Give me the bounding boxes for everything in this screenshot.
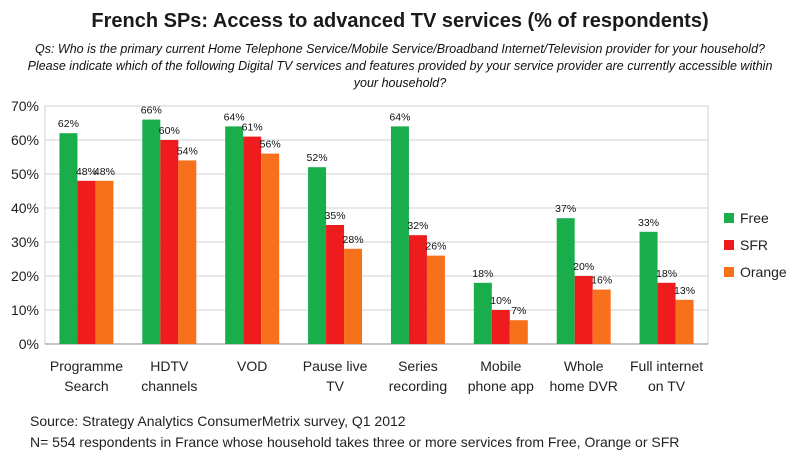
bar-free bbox=[142, 119, 161, 344]
bar-value-label: 7% bbox=[511, 305, 526, 317]
bar-value-label: 35% bbox=[325, 210, 346, 222]
bar-sfr bbox=[574, 276, 593, 344]
chart-title: French SPs: Access to advanced TV servic… bbox=[91, 10, 709, 32]
bar-free bbox=[308, 167, 327, 344]
bar-value-label: 28% bbox=[343, 234, 364, 246]
y-tick-label: 70% bbox=[11, 98, 39, 114]
bar-orange bbox=[95, 180, 114, 344]
legend-swatch-orange bbox=[724, 267, 734, 277]
bar-sfr bbox=[77, 180, 96, 344]
bar-sfr bbox=[326, 225, 345, 344]
bar-sfr bbox=[491, 310, 510, 344]
x-category-label: Whole bbox=[564, 358, 604, 374]
bar-value-label: 64% bbox=[224, 111, 245, 123]
question-line-1: Qs: Who is the primary current Home Tele… bbox=[34, 42, 765, 56]
bar-value-label: 33% bbox=[638, 217, 659, 229]
y-tick-label: 30% bbox=[11, 234, 39, 250]
bar-orange bbox=[509, 320, 528, 344]
bar-sfr bbox=[657, 282, 676, 344]
x-category-label: recording bbox=[389, 378, 447, 394]
y-tick-label: 40% bbox=[11, 200, 39, 216]
x-category-label: TV bbox=[326, 378, 345, 394]
bar-free bbox=[390, 126, 409, 345]
bar-free bbox=[639, 231, 658, 344]
x-category-label: HDTV bbox=[150, 358, 189, 374]
y-tick-label: 50% bbox=[11, 166, 39, 182]
bar-value-label: 26% bbox=[425, 241, 446, 253]
legend-label-sfr: SFR bbox=[740, 237, 768, 253]
x-category-label: home DVR bbox=[549, 378, 617, 394]
bar-value-label: 18% bbox=[472, 268, 493, 280]
bar-value-label: 10% bbox=[490, 295, 511, 307]
survey-question: Qs: Who is the primary current Home Tele… bbox=[10, 41, 790, 92]
bar-orange bbox=[344, 248, 363, 344]
sample-note: N= 554 respondents in France whose house… bbox=[30, 434, 680, 450]
bar-free bbox=[59, 133, 78, 344]
bar-free bbox=[225, 126, 244, 345]
y-tick-label: 0% bbox=[19, 336, 39, 352]
y-tick-label: 60% bbox=[11, 132, 39, 148]
x-category-label: Pause live bbox=[303, 358, 368, 374]
legend-swatch-sfr bbox=[724, 240, 734, 250]
x-category-label: channels bbox=[141, 378, 197, 394]
bar-sfr bbox=[160, 140, 179, 344]
legend-swatch-free bbox=[724, 213, 734, 223]
bar-value-label: 20% bbox=[573, 261, 594, 273]
y-tick-label: 20% bbox=[11, 268, 39, 284]
bar-orange bbox=[178, 160, 197, 344]
bar-sfr bbox=[243, 136, 262, 344]
bar-value-label: 66% bbox=[141, 105, 162, 117]
x-category-label: Series bbox=[398, 358, 438, 374]
x-category-label: phone app bbox=[468, 378, 534, 394]
bar-orange bbox=[426, 255, 445, 344]
bar-value-label: 60% bbox=[159, 125, 180, 137]
bar-value-label: 48% bbox=[94, 166, 115, 178]
source-note: Source: Strategy Analytics ConsumerMetri… bbox=[30, 413, 406, 429]
x-category-label: Full internet bbox=[630, 358, 703, 374]
bar-value-label: 48% bbox=[76, 166, 97, 178]
bar-value-label: 54% bbox=[177, 145, 198, 157]
bar-value-label: 61% bbox=[242, 122, 263, 134]
bar-value-label: 13% bbox=[674, 285, 695, 297]
x-category-label: on TV bbox=[648, 378, 686, 394]
bar-value-label: 64% bbox=[389, 111, 410, 123]
footer-notes: Source: Strategy Analytics ConsumerMetri… bbox=[30, 411, 679, 453]
bar-value-label: 56% bbox=[260, 139, 281, 151]
bar-value-label: 32% bbox=[407, 220, 428, 232]
bar-orange bbox=[261, 153, 280, 344]
legend-label-free: Free bbox=[740, 210, 769, 226]
bar-value-label: 52% bbox=[307, 152, 328, 164]
x-category-label: Search bbox=[64, 378, 108, 394]
question-line-2: Please indicate which of the following D… bbox=[27, 59, 773, 73]
bar-free bbox=[556, 218, 575, 344]
bar-sfr bbox=[408, 235, 427, 344]
bar-value-label: 16% bbox=[591, 275, 612, 287]
y-tick-label: 10% bbox=[11, 302, 39, 318]
x-category-label: Mobile bbox=[480, 358, 521, 374]
bar-value-label: 37% bbox=[555, 203, 576, 215]
bar-orange bbox=[592, 289, 611, 344]
bar-value-label: 18% bbox=[656, 268, 677, 280]
bar-free bbox=[473, 282, 492, 344]
legend-label-orange: Orange bbox=[740, 264, 787, 280]
question-line-3: your household? bbox=[353, 76, 447, 90]
bar-value-label: 62% bbox=[58, 118, 79, 130]
bar-orange bbox=[675, 299, 694, 344]
x-category-label: Programme bbox=[50, 358, 123, 374]
x-category-label: VOD bbox=[237, 358, 267, 374]
